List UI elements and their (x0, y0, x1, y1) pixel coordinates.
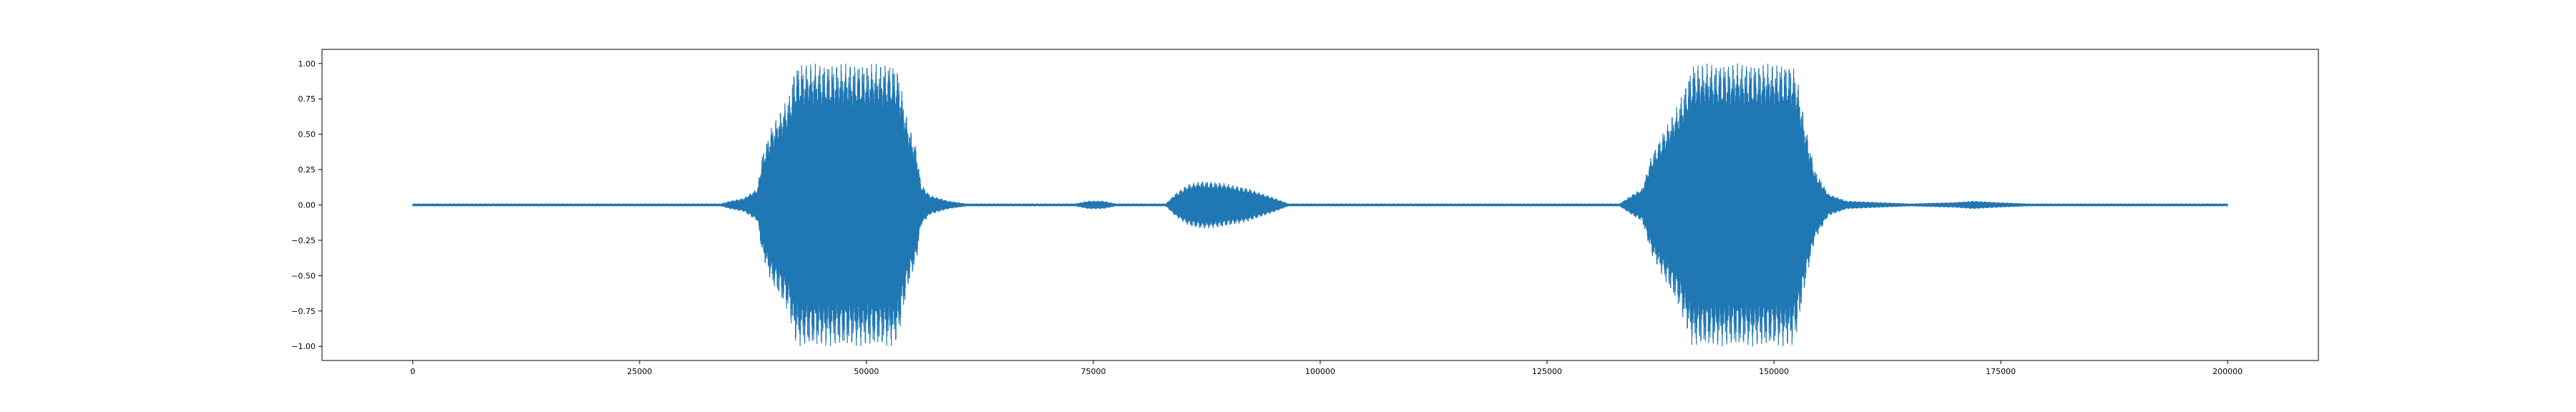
x-tick-label: 0 (410, 367, 415, 376)
x-tick-label: 50000 (854, 367, 879, 376)
y-tick-label: −1.00 (291, 342, 316, 351)
x-tick-label: 175000 (1986, 367, 2016, 376)
y-tick-label: −0.50 (291, 271, 316, 280)
x-tick-label: 100000 (1305, 367, 1335, 376)
y-tick-label: 0.50 (298, 130, 316, 139)
plot-area (412, 63, 2228, 347)
x-tick-label: 125000 (1532, 367, 1562, 376)
y-tick-label: 1.00 (298, 59, 316, 69)
x-tick-label: 200000 (2212, 367, 2243, 376)
x-tick-label: 25000 (627, 367, 652, 376)
y-tick-label: 0.00 (298, 201, 316, 210)
x-tick-label: 150000 (1759, 367, 1789, 376)
waveform-series-line-0 (412, 63, 2228, 347)
y-tick-label: 0.75 (298, 94, 316, 104)
y-tick-label: 0.25 (298, 165, 316, 175)
y-tick-label: −0.25 (291, 236, 316, 245)
x-tick-label: 75000 (1080, 367, 1106, 376)
axes: 0 25000 50000 75000 100000 125000 150000 175000… (291, 49, 2319, 376)
y-tick-label: −0.75 (291, 307, 316, 316)
